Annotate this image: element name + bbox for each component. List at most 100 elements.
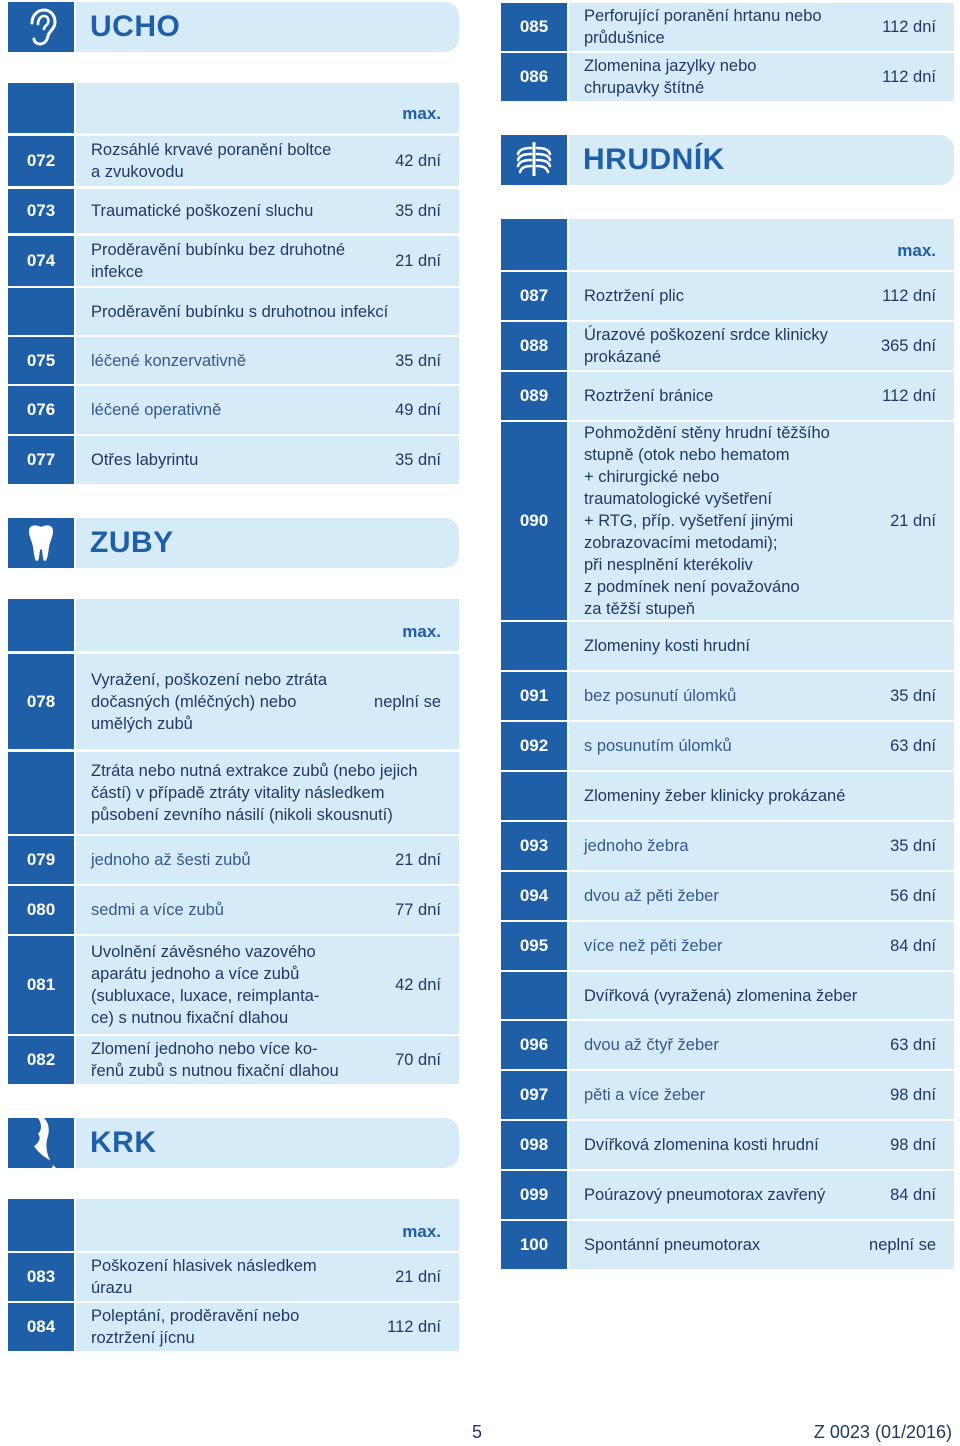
row-code	[8, 752, 74, 834]
section-title: UCHO	[76, 2, 459, 52]
row-code: 083	[8, 1253, 74, 1301]
row-days: 49 dní	[395, 401, 441, 419]
table-row: 093 jednoho žebra 35 dní	[501, 822, 954, 870]
row-desc: Úrazové poškození srdce klinicky prokáza…	[584, 326, 828, 366]
table-row: 084 Poleptání, proděravění nebo roztržen…	[8, 1303, 459, 1351]
row-desc: Poškození hlasivek následkem úrazu	[91, 1257, 317, 1297]
table-row: Proděravění bubínku s druhotnou infekcí	[8, 288, 459, 335]
row-code: 080	[8, 886, 74, 934]
row-days: 365 dní	[880, 337, 936, 355]
row-days: 98 dní	[890, 1086, 936, 1104]
row-code	[501, 622, 567, 670]
table-row: Zlomeniny žeber klinicky prokázané	[501, 772, 954, 820]
row-days: 112 dní	[882, 18, 936, 36]
row-code: 078	[8, 654, 74, 749]
row-code	[501, 772, 567, 820]
section-krk: KRK	[8, 1118, 459, 1168]
table-row: 079 jednoho až šesti zubů 21 dní	[8, 836, 459, 884]
table-row: 077 Otřes labyrintu 35 dní	[8, 436, 459, 484]
row-days: 63 dní	[890, 1036, 936, 1054]
row-days: 63 dní	[890, 737, 936, 755]
row-code: 086	[501, 53, 567, 101]
row-desc: dvou až čtyř žeber	[584, 1036, 719, 1054]
table-row: 083 Poškození hlasivek následkem úrazu 21…	[8, 1253, 459, 1301]
max-label: max.	[76, 599, 459, 651]
table-row: 096 dvou až čtyř žeber 63 dní	[501, 1021, 954, 1069]
table-row: 097 pěti a více žeber 98 dní	[501, 1071, 954, 1119]
row-days: neplní se	[374, 692, 441, 711]
table-row: Ztráta nebo nutná extrakce zubů (nebo je…	[8, 752, 459, 834]
row-days: neplní se	[869, 1236, 936, 1254]
row-days: 98 dní	[890, 1136, 936, 1154]
page-number: 5	[472, 1422, 483, 1442]
row-days: 84 dní	[890, 937, 936, 955]
table-row: 087 Roztržení plic 112 dní	[501, 272, 954, 320]
row-desc: Dvířková (vyražená) zlomenina žeber	[584, 986, 858, 1005]
max-header-row: max.	[8, 1199, 459, 1251]
table-row: 080 sedmi a více zubů 77 dní	[8, 886, 459, 934]
row-days: 112 dní	[882, 68, 936, 86]
row-days: 112 dní	[387, 1318, 441, 1336]
row-code: 095	[501, 922, 567, 970]
row-desc: sedmi a více zubů	[91, 901, 224, 919]
row-code: 089	[501, 372, 567, 420]
row-code: 082	[8, 1036, 74, 1084]
row-code: 073	[8, 189, 74, 233]
row-desc: více než pěti žeber	[584, 937, 723, 955]
row-code: 088	[501, 322, 567, 370]
row-desc: léčené operativně	[91, 401, 222, 419]
row-days: 70 dní	[395, 1051, 441, 1069]
section-zuby: ZUBY	[8, 518, 459, 568]
row-code: 087	[501, 272, 567, 320]
row-code: 100	[501, 1221, 567, 1269]
row-code: 074	[8, 236, 74, 286]
max-label: max.	[76, 83, 459, 133]
table-row: 078 Vyražení, poškození nebo ztráta doča…	[8, 654, 459, 749]
row-code: 072	[8, 136, 74, 186]
row-desc: Proděravění bubínku s druhotnou infekcí	[91, 302, 389, 321]
document-code: Z 0023 (01/2016)	[813, 1422, 952, 1442]
row-desc: Ztráta nebo nutná extrakce zubů (nebo je…	[91, 762, 418, 824]
table-row: 094 dvou až pěti žeber 56 dní	[501, 872, 954, 920]
row-days: 112 dní	[882, 387, 936, 405]
tooth-icon	[8, 518, 74, 568]
row-days: 84 dní	[890, 1186, 936, 1204]
table-row: 072 Rozsáhlé krvavé poranění boltce a zv…	[8, 136, 459, 186]
row-code: 097	[501, 1071, 567, 1119]
table-row: 098 Dvířková zlomenina kosti hrudní 98 dn…	[501, 1121, 954, 1169]
row-desc: Spontánní pneumotorax	[584, 1236, 761, 1254]
row-desc: Otřes labyrintu	[91, 451, 199, 469]
row-desc: Roztržení bránice	[584, 387, 714, 405]
row-days: 21 dní	[395, 851, 441, 869]
table-row: 086 Zlomenina jazylky nebo chrupavky ští…	[501, 53, 954, 101]
max-header-row: max.	[501, 219, 954, 270]
table-row: 100 Spontánní pneumotorax neplní se	[501, 1221, 954, 1269]
row-desc: Dvířková zlomenina kosti hrudní	[584, 1136, 819, 1154]
row-code: 081	[8, 936, 74, 1034]
table-row: 074 Proděravění bubínku bez druhotné inf…	[8, 236, 459, 286]
row-days: 35 dní	[395, 451, 441, 469]
row-days: 42 dní	[395, 976, 441, 994]
row-days: 21 dní	[890, 512, 936, 530]
row-code: 092	[501, 722, 567, 770]
table-row: 095 více než pěti žeber 84 dní	[501, 922, 954, 970]
row-code: 079	[8, 836, 74, 884]
row-days: 35 dní	[395, 202, 441, 220]
row-code	[501, 972, 567, 1019]
section-title: HRUDNÍK	[569, 135, 954, 185]
row-code: 084	[8, 1303, 74, 1351]
row-desc: Zlomenina jazylky nebo chrupavky štítné	[584, 57, 757, 97]
row-desc: Traumatické poškození sluchu	[91, 202, 314, 220]
table-row: 091 bez posunutí úlomků 35 dní	[501, 672, 954, 720]
row-code	[8, 288, 74, 335]
row-desc: jednoho až šesti zubů	[91, 851, 251, 869]
table-row: 081 Uvolnění závěsného vazového aparátu …	[8, 936, 459, 1034]
row-days: 35 dní	[395, 351, 441, 370]
row-desc: jednoho žebra	[584, 837, 689, 855]
row-desc: léčené konzervativně	[91, 351, 247, 370]
row-desc: Roztržení plic	[584, 287, 684, 305]
row-desc: pěti a více žeber	[584, 1086, 706, 1104]
row-days: 56 dní	[890, 887, 936, 905]
table-row: 099 Poúrazový pneumotorax zavřený 84 dní	[501, 1171, 954, 1219]
section-ucho: UCHO	[8, 2, 459, 52]
